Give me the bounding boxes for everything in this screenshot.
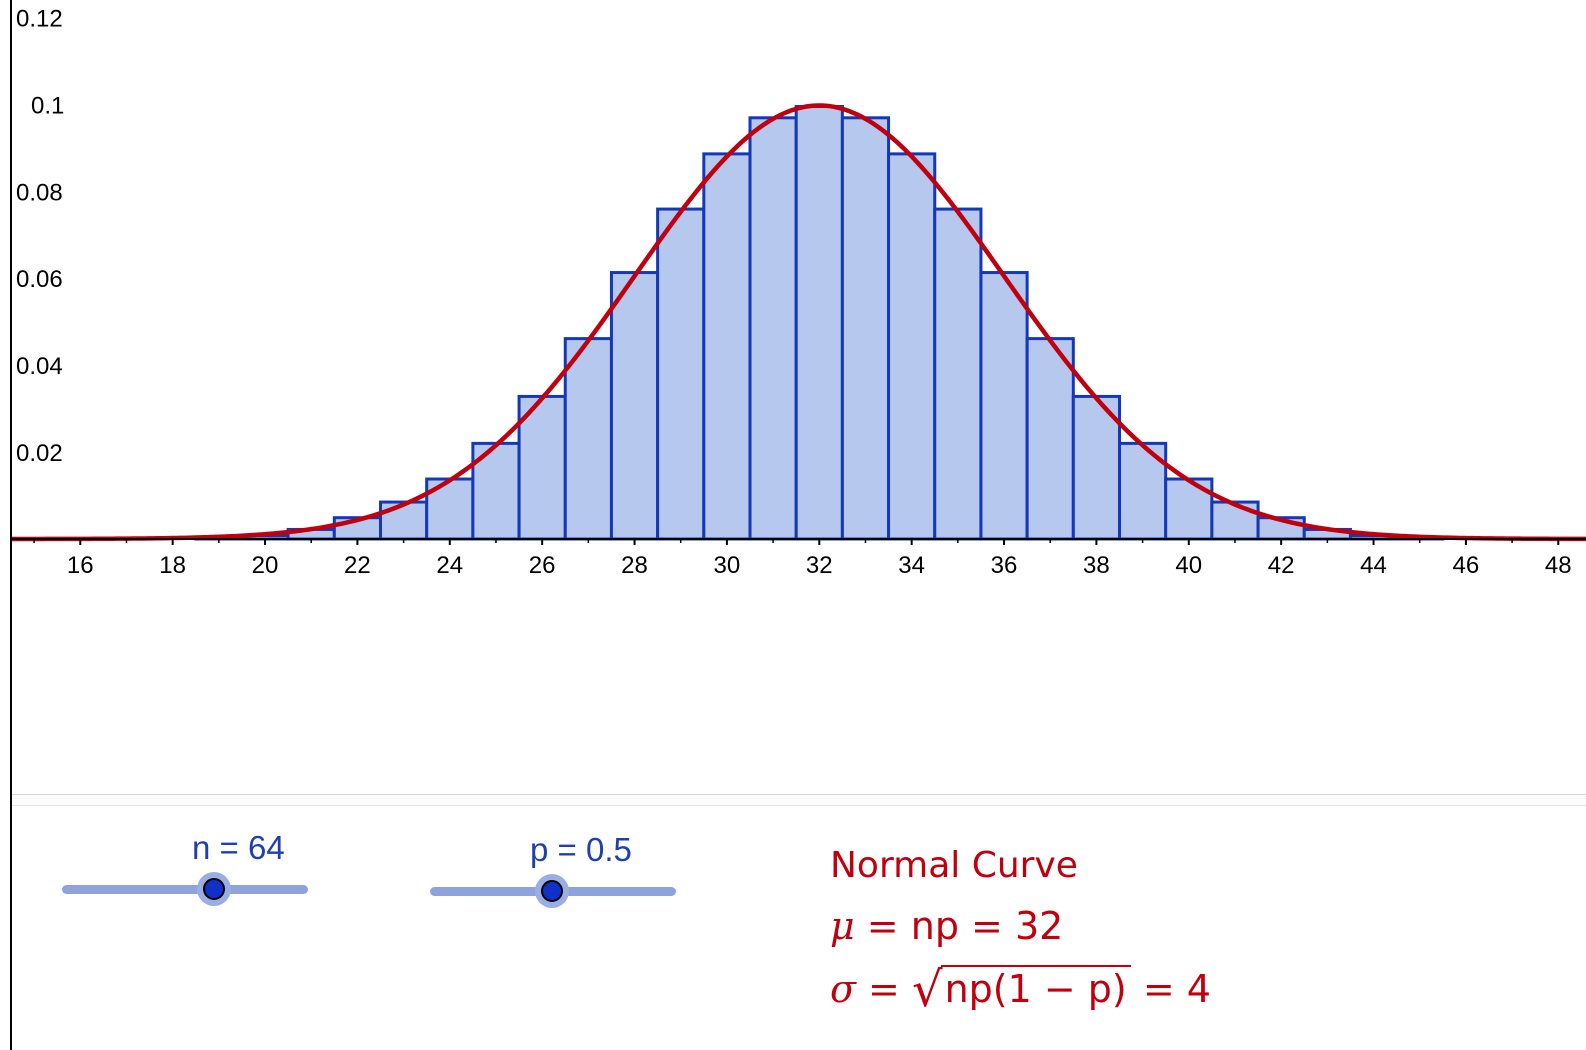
y-tick-label: 0.06 [16, 266, 63, 293]
sqrt-sign-icon: √ [911, 962, 943, 1018]
y-tick-label: 0.12 [16, 5, 63, 32]
x-tick-label: 46 [1453, 552, 1480, 579]
y-tick-label: 0.1 [31, 92, 64, 119]
graphics-view[interactable]: 16 18 20 22 24 26 28 30 32 34 36 38 40 42 44 46 48 0.02 0.… [0, 0, 1586, 800]
sd-equals-2: = [1142, 967, 1175, 1011]
n-slider-label: n = 64 [192, 829, 285, 866]
normal-curve-title: Normal Curve [830, 845, 1078, 886]
x-tick-label: 28 [621, 552, 648, 579]
y-tick-label: 0.08 [16, 179, 63, 206]
histogram-bar [563, 337, 613, 541]
normal-curve-layer [11, 103, 1586, 542]
x-tick-label: 38 [1083, 552, 1110, 579]
x-tick-label: 34 [898, 552, 925, 579]
histogram-bar [748, 116, 798, 541]
mu-symbol: μ [830, 904, 855, 948]
histogram-bar [609, 271, 660, 541]
sd-formula: σ = √np(1 − p) = 4 [830, 956, 1211, 1019]
p-slider-label: p = 0.5 [530, 831, 632, 868]
x-tick-label: 32 [806, 552, 833, 579]
histogram-bar [656, 207, 706, 541]
histogram-bar [933, 207, 983, 541]
histogram-bars [194, 104, 1445, 541]
histogram-bar [379, 500, 429, 541]
x-tick-label: 26 [529, 552, 556, 579]
sigma-symbol: σ [830, 967, 856, 1011]
axes: 16 18 20 22 24 26 28 30 32 34 36 38 40 42 44 46 48 0.02 0.… [10, 0, 1586, 800]
x-tick-label: 30 [714, 552, 741, 579]
x-tick-label: 18 [159, 552, 186, 579]
p-slider-knob[interactable] [541, 880, 563, 902]
histogram-bar [887, 152, 937, 541]
x-tick-label: 42 [1268, 552, 1295, 579]
x-tick-label: 20 [252, 552, 279, 579]
sd-value: 4 [1186, 967, 1211, 1011]
x-tick-label: 48 [1545, 552, 1572, 579]
sd-radicand: np(1 − p) [940, 965, 1131, 1011]
x-tick-label: 24 [436, 552, 463, 579]
n-slider-knob[interactable] [203, 878, 225, 900]
x-tick-label: 36 [991, 552, 1018, 579]
x-tick-label: 16 [67, 552, 94, 579]
mean-expression: np [910, 904, 959, 948]
mean-value: 32 [1014, 904, 1064, 948]
mean-equals-2: = [971, 904, 1003, 948]
histogram-bar [794, 104, 844, 541]
sqrt-expression: √np(1 − p) [912, 956, 1131, 1019]
histogram-bar [1210, 500, 1260, 541]
histogram-bar [1025, 337, 1075, 541]
mean-formula: μ = np = 32 [830, 896, 1211, 956]
histogram-bar [979, 271, 1029, 541]
normal-curve-line [11, 103, 1586, 542]
y-tick-label: 0.04 [16, 353, 63, 380]
x-tick-label: 44 [1360, 552, 1387, 579]
x-tick-label: 22 [344, 552, 371, 579]
sd-equals: = [868, 967, 900, 1011]
panel-divider [12, 794, 1586, 806]
histogram-bar [840, 116, 891, 541]
x-tick-label: 40 [1175, 552, 1202, 579]
mean-equals: = [866, 904, 899, 948]
y-tick-label: 0.02 [16, 440, 63, 467]
normal-curve-info: Normal Curve μ = np = 32 σ = √np(1 − p) … [830, 836, 1211, 1019]
histogram-bar [702, 152, 752, 541]
n-slider-track[interactable] [62, 885, 308, 894]
